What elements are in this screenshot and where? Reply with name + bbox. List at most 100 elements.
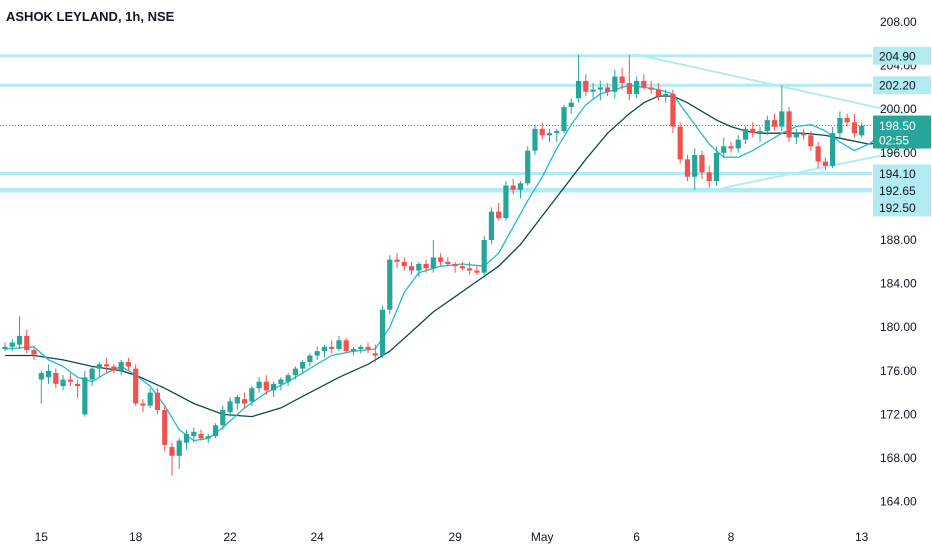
candle-body <box>692 154 698 177</box>
ma-slow-line <box>5 95 906 418</box>
candle-body <box>757 131 763 134</box>
candle-body <box>2 346 8 349</box>
candle-body <box>147 392 153 406</box>
y-tick-label: 200.00 <box>880 102 917 116</box>
candle-body <box>532 128 538 151</box>
candle-body <box>31 350 37 355</box>
level-label-box <box>873 76 931 95</box>
level-label: 204.90 <box>879 49 916 63</box>
trendline <box>636 53 906 115</box>
candle-body <box>568 102 574 108</box>
x-tick-label: 6 <box>633 530 640 544</box>
candle-body <box>801 133 807 136</box>
x-tick-label: 29 <box>448 530 462 544</box>
candle-body <box>503 185 509 219</box>
candle-body <box>808 135 814 147</box>
candle-body <box>336 340 342 349</box>
candle-body <box>496 211 502 219</box>
level-label: 194.10 <box>879 167 916 181</box>
candle-body <box>793 133 799 138</box>
candle-body <box>9 342 15 347</box>
candle-body <box>575 80 582 99</box>
candle-body <box>713 152 720 182</box>
candle-body <box>212 425 219 437</box>
y-tick-label: 208.00 <box>880 15 917 29</box>
candle-body <box>488 211 495 240</box>
candle-body <box>307 355 313 363</box>
y-tick-label: 172.00 <box>880 407 917 421</box>
candle-body <box>104 364 110 367</box>
candle-body <box>684 159 691 177</box>
candle-body <box>735 139 741 149</box>
candle-body <box>241 399 248 404</box>
candle-body <box>728 146 734 149</box>
candle-body <box>459 266 465 269</box>
candle-body <box>670 93 676 127</box>
candle-body <box>517 183 524 190</box>
candle-body <box>350 349 357 352</box>
level-label-box <box>873 46 931 65</box>
price-axis: 208.00204.00200.00196.00188.00184.00180.… <box>880 15 917 509</box>
candle-body <box>96 364 102 369</box>
x-tick-label: 15 <box>35 530 49 544</box>
candle-body <box>554 131 560 134</box>
candle-body <box>227 401 233 413</box>
candle-body <box>822 161 828 166</box>
x-tick-label: 18 <box>129 530 143 544</box>
candle-body <box>851 122 858 134</box>
candle-body <box>343 340 349 352</box>
candle-body <box>641 80 647 88</box>
candle-body <box>234 396 240 404</box>
candle-body <box>321 346 328 352</box>
candle-body <box>394 259 400 262</box>
candle-body <box>379 309 386 356</box>
price-level-labels: 204.90 202.20 194.10 192.65 192.50 198.5002:5… <box>873 46 931 217</box>
candle-body <box>205 436 211 439</box>
last-price-label: 198.50 <box>879 119 916 133</box>
candle-body <box>771 120 778 127</box>
candle-body <box>271 383 277 391</box>
candle-body <box>75 383 81 387</box>
horizontal-levels <box>0 54 872 193</box>
candle-body <box>452 263 458 267</box>
candle-body <box>619 76 625 84</box>
y-tick-label: 188.00 <box>880 233 917 247</box>
candle-body <box>430 257 436 269</box>
level-label: 192.65 <box>879 184 916 198</box>
level-label-box <box>873 181 931 200</box>
candle-body <box>539 128 545 136</box>
candle-body <box>133 368 139 404</box>
candle-body <box>416 263 422 271</box>
candle-body <box>779 111 785 127</box>
x-tick-label: 8 <box>728 530 735 544</box>
y-tick-label: 196.00 <box>880 146 917 160</box>
candle-body <box>263 381 269 391</box>
candle-body <box>663 93 669 97</box>
candle-body <box>445 261 451 264</box>
candle-body <box>786 111 792 138</box>
candle-body <box>191 431 197 437</box>
x-tick-label: 24 <box>311 530 325 544</box>
candle-body <box>597 87 603 90</box>
candle-body <box>859 125 865 136</box>
candle-body <box>510 185 516 190</box>
candle-body <box>750 128 756 134</box>
candle-body <box>546 133 553 136</box>
candle-body <box>467 268 473 271</box>
candle-body <box>53 372 59 384</box>
candles <box>2 54 865 476</box>
candle-body <box>634 80 640 94</box>
candle-body <box>387 259 393 310</box>
candle-body <box>162 410 168 445</box>
trendline <box>723 149 906 189</box>
candle-body <box>561 107 567 131</box>
candle-body <box>249 388 255 402</box>
candle-body <box>815 146 821 162</box>
candle-body <box>314 351 320 356</box>
candle-body <box>365 346 371 349</box>
level-label-box <box>873 164 931 183</box>
candle-body <box>438 257 444 262</box>
candle-body <box>45 370 52 378</box>
candle-body <box>706 172 712 182</box>
